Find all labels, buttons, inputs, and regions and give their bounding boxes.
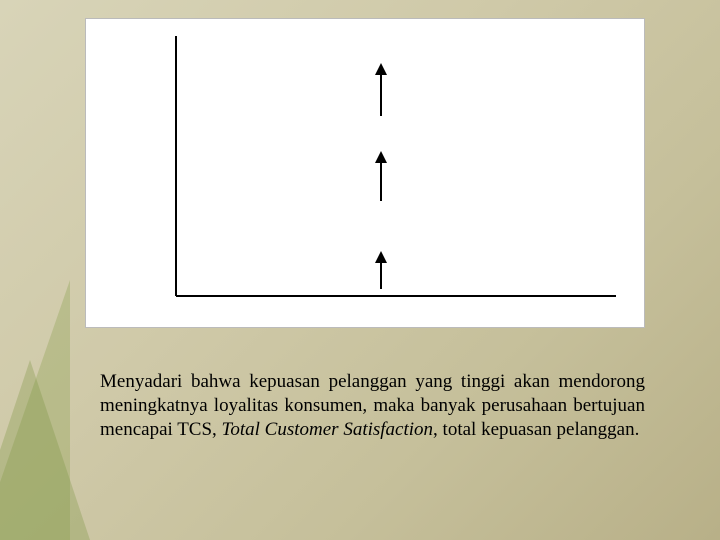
diagram-container (85, 18, 645, 328)
paragraph-segment: , total kepuasan pelanggan. (433, 419, 639, 440)
paragraph-segment: Total Customer Satisfaction (222, 419, 434, 440)
body-paragraph: Menyadari bahwa kepuasan pelanggan yang … (100, 370, 645, 441)
diagram-svg (86, 19, 646, 329)
decor-triangle-2 (0, 360, 90, 540)
